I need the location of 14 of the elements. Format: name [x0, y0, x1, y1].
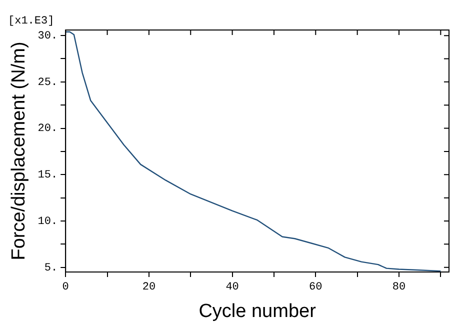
- x-tick-label: 40: [226, 282, 239, 294]
- y-tick-label: 25.: [38, 76, 58, 89]
- x-tick-label: 0: [62, 282, 69, 294]
- x-tick-label: 80: [392, 282, 406, 294]
- y-axis-title: Force/displacement (N/m): [8, 42, 30, 260]
- y-tick-label: 10.: [38, 216, 58, 228]
- x-axis-title: Cycle number: [198, 300, 317, 322]
- text: [x1.E3]: [8, 15, 54, 28]
- y-tick-label: 30.: [38, 30, 58, 42]
- y-tick-label: 20.: [38, 123, 58, 136]
- y-tick-label: 15.: [38, 170, 58, 182]
- x-tick-label: 60: [309, 282, 322, 294]
- x-tick-label: 20: [142, 282, 156, 294]
- y-tick-label: 5.: [44, 262, 58, 274]
